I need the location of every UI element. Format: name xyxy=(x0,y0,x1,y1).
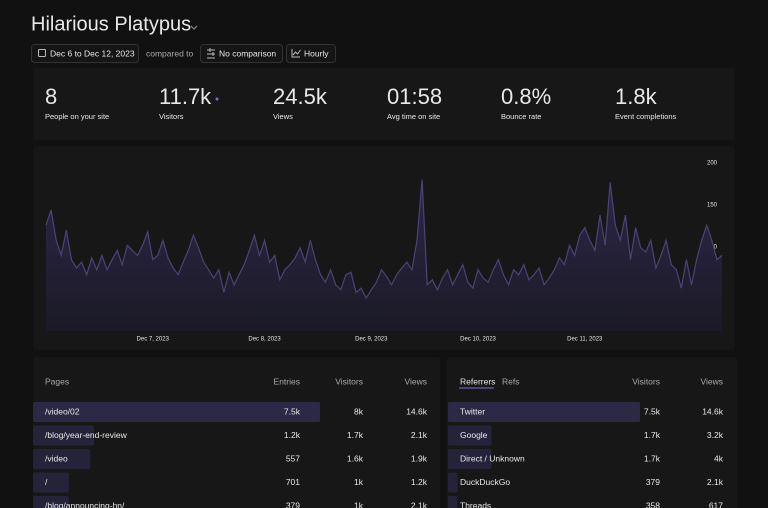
tables: Pages Entries Visitors Views/video/02 7.5k 8k… xyxy=(33,376,724,508)
referrer-row-bar xyxy=(448,472,458,493)
stat-label: Bounce rate xyxy=(501,112,541,121)
pages-cell: 1.7k xyxy=(347,430,364,440)
stat-label: Event completions xyxy=(615,112,677,121)
referrer-link[interactable]: DuckDuckGo xyxy=(460,477,510,487)
pages-cell: 557 xyxy=(286,453,300,463)
page-link[interactable]: / xyxy=(45,477,48,487)
stat-value: 01:58 xyxy=(387,84,442,109)
y-tick-label: 150 xyxy=(707,203,718,209)
referrer-link[interactable]: Google xyxy=(460,430,488,440)
referrer-row-bar xyxy=(448,425,492,446)
pages-column-header: Views xyxy=(404,376,427,386)
calendar-icon xyxy=(38,49,46,57)
pages-column-header: Entries xyxy=(274,376,300,386)
x-tick-label: Dec 8, 2023 xyxy=(248,337,281,343)
stat-value: 8 xyxy=(45,84,57,109)
referrer-row-bar xyxy=(448,449,492,469)
referrer-cell: 7.5k xyxy=(644,406,661,416)
referrer-row-bar xyxy=(448,402,640,422)
referrer-link[interactable]: Direct / Unknown xyxy=(460,453,525,463)
stat-label: Views xyxy=(273,112,293,121)
referrer-cell: 379 xyxy=(646,477,660,487)
stat-label: Visitors xyxy=(159,112,184,121)
referrer-cell: 2.1k xyxy=(707,477,724,487)
referrer-cell: 3.2k xyxy=(707,430,724,440)
interval-label: Hourly xyxy=(304,48,329,58)
pages-column-header: Visitors xyxy=(335,376,363,386)
live-dot xyxy=(215,97,219,101)
interval-icon xyxy=(291,49,301,58)
pages-row-bar xyxy=(33,472,69,493)
referrers-column-header: Visitors xyxy=(632,376,660,386)
referrers-panel xyxy=(447,357,737,508)
site-title: Hilarious Platypus xyxy=(31,13,191,35)
pages-cell: 1.2k xyxy=(411,477,428,487)
stats: 8 People on your site 11.7k Visitors 24.5k Vi… xyxy=(45,84,677,121)
page-link[interactable]: /blog/announcing-hn/ xyxy=(45,500,125,508)
date-range-button[interactable] xyxy=(31,44,139,63)
pages-cell: 1k xyxy=(354,500,364,508)
y-tick-label: 200 xyxy=(707,161,718,167)
x-tick-label: Dec 11, 2023 xyxy=(567,337,603,343)
page-link[interactable]: /blog/year-end-review xyxy=(45,430,128,440)
page-link[interactable]: /video xyxy=(45,453,68,463)
pages-row-bar xyxy=(33,402,320,422)
referrer-cell: 358 xyxy=(646,500,660,508)
page-link[interactable]: /video/02 xyxy=(45,406,80,416)
referrer-cell: 617 xyxy=(709,500,723,508)
referrers-column-header: Views xyxy=(700,376,723,386)
stat-value: 1.8k xyxy=(615,84,658,109)
referrer-cell: 1.7k xyxy=(644,453,661,463)
refs-tab[interactable]: Refs xyxy=(502,376,519,386)
referrer-cell: 1.7k xyxy=(644,430,661,440)
pages-column-header: Pages xyxy=(45,376,69,386)
area-fill xyxy=(46,179,722,331)
comparison-icon xyxy=(207,48,215,59)
stat-value: 11.7k xyxy=(159,84,212,109)
compared-to-label: compared to xyxy=(146,48,194,58)
pages-cell: 1.6k xyxy=(347,453,364,463)
x-tick-label: Dec 9, 2023 xyxy=(355,337,388,343)
referrer-cell: 14.6k xyxy=(702,406,724,416)
pages-panel xyxy=(33,357,440,508)
stats-panel xyxy=(33,68,735,140)
stat-label: Avg time on site xyxy=(387,112,440,121)
pages-cell: 379 xyxy=(286,500,300,508)
pages-row-bar xyxy=(33,425,94,446)
pages-row-bar xyxy=(33,496,69,508)
referrer-link[interactable]: Threads xyxy=(460,500,491,508)
pages-cell: 8k xyxy=(354,406,364,416)
pages-cell: 1.9k xyxy=(411,453,428,463)
pages-cell: 1.2k xyxy=(284,430,301,440)
comparison-button[interactable] xyxy=(200,44,283,63)
interval-button[interactable] xyxy=(286,44,336,63)
date-range-label: Dec 6 to Dec 12, 2023 xyxy=(50,48,135,58)
pages-row-bar xyxy=(33,449,91,469)
pages-cell: 7.5k xyxy=(284,406,301,416)
referrer-cell: 4k xyxy=(714,453,724,463)
pages-cell: 14.6k xyxy=(406,406,428,416)
stat-label: People on your site xyxy=(45,112,109,121)
area-line xyxy=(45,179,723,300)
referrers-tab[interactable]: Referrers xyxy=(460,376,495,386)
referrer-link[interactable]: Twitter xyxy=(460,406,485,416)
pages-cell: 2.1k xyxy=(411,430,428,440)
pages-cell: 1k xyxy=(354,477,364,487)
referrer-row-bar xyxy=(448,496,458,508)
pages-cell: 701 xyxy=(286,477,300,487)
comparison-label: No comparison xyxy=(219,48,276,58)
pages-cell: 2.1k xyxy=(411,500,428,508)
stat-value: 0.8% xyxy=(501,84,551,109)
x-tick-label: Dec 10, 2023 xyxy=(460,337,496,343)
stat-value: 24.5k xyxy=(273,84,328,109)
x-tick-label: Dec 7, 2023 xyxy=(137,337,170,343)
site-menu-chevron[interactable] xyxy=(190,25,198,30)
